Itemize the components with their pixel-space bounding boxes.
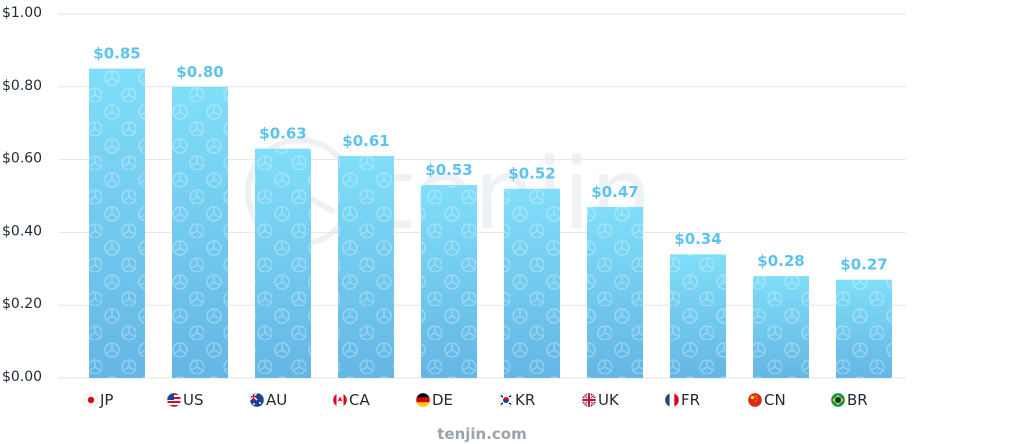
y-tick-label: $0.60: [2, 151, 42, 167]
category-label: CN: [764, 391, 786, 409]
value-label: $0.63: [259, 125, 306, 143]
footer-text: tenjin.com: [437, 425, 527, 443]
category-us: US: [166, 391, 204, 409]
bar-pattern: [255, 148, 311, 378]
bar-pattern: [504, 188, 560, 378]
bar-pattern: [836, 279, 892, 378]
value-label: $0.28: [757, 252, 804, 270]
south-korea-flag-icon: [498, 392, 514, 408]
value-label: $0.80: [176, 63, 223, 81]
brazil-flag-icon: [830, 392, 846, 408]
category-uk: UK: [581, 391, 620, 409]
bar-pattern: [421, 185, 477, 378]
category-cn: CN: [747, 391, 786, 409]
canada-flag-icon: [332, 392, 348, 408]
x-axis-categories: JP US AU CA DE KR UK FR CN BR: [83, 391, 868, 409]
category-label: KR: [515, 391, 535, 409]
y-tick-label: $0.00: [2, 369, 42, 385]
bar-pattern: [338, 155, 394, 378]
category-ca: CA: [332, 391, 370, 409]
y-tick-label: $1.00: [2, 5, 42, 21]
category-de: DE: [415, 391, 453, 409]
uk-flag-icon: [581, 392, 597, 408]
y-tick-label: $0.20: [2, 296, 42, 312]
value-label: $0.52: [508, 165, 555, 183]
category-label: JP: [99, 391, 113, 409]
category-jp: JP: [83, 391, 113, 409]
value-labels: $0.85 $0.80 $0.63 $0.61 $0.53 $0.52 $0.47 $0.34…: [93, 45, 887, 274]
japan-flag-icon: [83, 392, 99, 408]
china-flag-icon: [747, 392, 763, 408]
germany-flag-icon: [415, 392, 431, 408]
france-flag-icon: [664, 392, 680, 408]
y-tick-label: $0.40: [2, 223, 42, 239]
bar-pattern: [172, 86, 228, 379]
australia-flag-icon: [249, 392, 265, 408]
y-tick-label: $0.80: [2, 78, 42, 94]
bar-pattern: [587, 206, 643, 378]
category-label: UK: [598, 391, 620, 409]
category-label: FR: [681, 391, 700, 409]
bar-pattern: [89, 68, 145, 378]
category-label: AU: [266, 391, 287, 409]
bars: [89, 68, 892, 379]
value-label: $0.34: [674, 230, 721, 248]
bar-pattern: [753, 276, 809, 378]
category-fr: FR: [664, 391, 700, 409]
category-br: BR: [830, 391, 868, 409]
value-label: $0.61: [342, 132, 389, 150]
category-label: BR: [847, 391, 868, 409]
usa-flag-icon: [166, 392, 182, 408]
category-kr: KR: [498, 391, 535, 409]
value-label: $0.27: [840, 256, 887, 274]
bar-pattern: [670, 254, 726, 378]
category-label: DE: [432, 391, 453, 409]
y-axis-ticks: $0.00 $0.20 $0.40 $0.60 $0.80 $1.00: [2, 5, 42, 385]
value-label: $0.53: [425, 161, 472, 179]
category-au: AU: [249, 391, 287, 409]
value-label: $0.47: [591, 183, 638, 201]
value-label: $0.85: [93, 45, 140, 63]
category-label: CA: [349, 391, 370, 409]
category-label: US: [183, 391, 204, 409]
